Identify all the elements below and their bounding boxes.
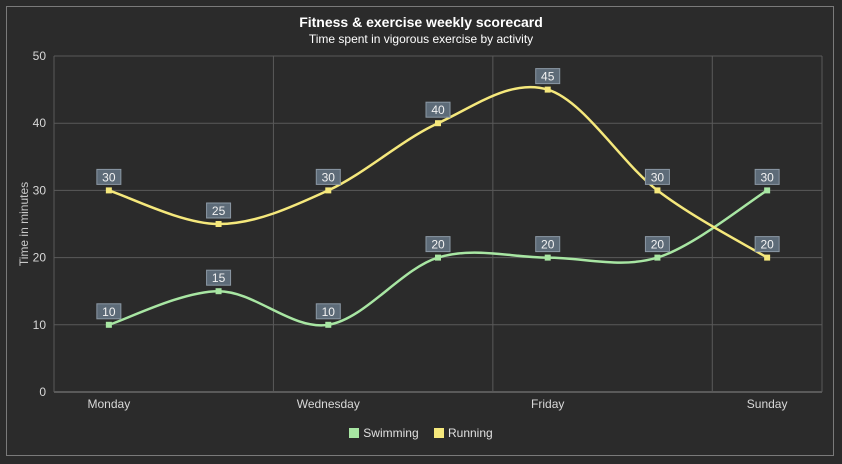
data-label-swimming: 15	[212, 271, 226, 285]
y-tick-label: 40	[33, 116, 47, 130]
data-point-swimming	[435, 254, 441, 261]
legend: Swimming Running	[0, 426, 842, 440]
y-tick-label: 30	[33, 183, 47, 197]
data-point-running	[544, 86, 551, 93]
data-label-swimming: 20	[651, 238, 665, 252]
data-point-running	[435, 120, 441, 127]
data-point-running	[764, 254, 771, 261]
data-label-running: 20	[760, 238, 774, 252]
y-tick-label: 50	[33, 49, 47, 63]
data-point-swimming	[764, 187, 771, 194]
y-tick-label: 0	[39, 385, 46, 399]
data-label-swimming: 20	[431, 238, 445, 252]
data-label-box-running	[315, 168, 341, 185]
data-point-swimming	[654, 254, 661, 261]
data-label-running: 40	[431, 103, 445, 117]
legend-item-running[interactable]: Running	[433, 426, 493, 440]
legend-label-swimming: Swimming	[363, 426, 419, 440]
data-point-swimming	[544, 254, 551, 261]
data-point-swimming	[215, 288, 222, 295]
data-label-box-running	[754, 236, 780, 253]
data-label-running: 45	[541, 70, 555, 84]
y-tick-label: 10	[33, 318, 47, 332]
running-swatch-icon	[433, 428, 444, 438]
chart-subtitle: Time spent in vigorous exercise by activ…	[308, 32, 534, 46]
data-label-running: 30	[102, 170, 116, 184]
data-label-running: 30	[651, 170, 665, 184]
y-tick-label: 20	[33, 251, 47, 265]
x-tick-label: Sunday	[747, 397, 788, 411]
data-point-running	[105, 187, 112, 194]
data-label-box-swimming	[425, 236, 451, 253]
legend-item-swimming[interactable]: Swimming	[349, 426, 419, 440]
data-point-running	[325, 187, 332, 194]
data-label-box-swimming	[754, 168, 780, 185]
data-label-box-swimming	[535, 236, 561, 253]
data-label-swimming: 30	[760, 170, 774, 184]
data-point-swimming	[325, 321, 332, 328]
chart-title: Fitness & exercise weekly scorecard	[299, 14, 543, 30]
y-axis-label: Time in minutes	[17, 182, 31, 266]
data-label-box-running	[206, 202, 232, 219]
data-point-running	[215, 221, 222, 227]
data-point-running	[654, 187, 661, 194]
data-label-running: 30	[322, 170, 336, 184]
data-label-box-running	[425, 101, 451, 118]
data-label-box-swimming	[206, 269, 232, 286]
data-label-box-swimming	[315, 303, 341, 320]
chart-frame	[6, 6, 834, 456]
data-label-running: 25	[212, 204, 226, 218]
data-point-swimming	[105, 321, 112, 328]
data-label-swimming: 20	[541, 238, 555, 252]
x-tick-label: Friday	[531, 397, 564, 411]
x-tick-label: Wednesday	[297, 397, 360, 411]
data-label-box-swimming	[96, 303, 122, 320]
x-tick-label: Monday	[88, 397, 131, 411]
data-label-box-swimming	[644, 236, 670, 253]
legend-label-running: Running	[447, 426, 493, 440]
data-label-box-running	[96, 168, 122, 185]
swimming-swatch-icon	[349, 428, 360, 438]
data-label-box-running	[644, 168, 670, 185]
data-label-swimming: 10	[102, 305, 116, 319]
data-label-box-running	[535, 68, 561, 85]
data-label-swimming: 10	[322, 305, 336, 319]
